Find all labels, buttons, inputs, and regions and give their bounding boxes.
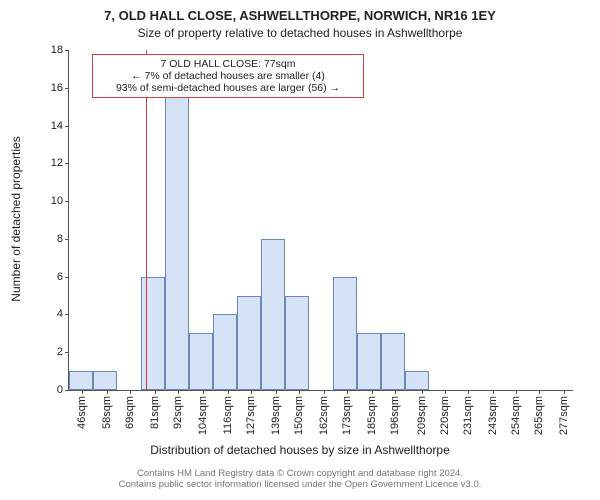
xtick-mark [372, 390, 373, 394]
xtick-label: 139sqm [270, 396, 282, 435]
xtick-mark [228, 390, 229, 394]
xtick-label: 243sqm [487, 396, 499, 435]
xtick-label: 209sqm [416, 396, 428, 435]
chart-subtitle: Size of property relative to detached ho… [0, 26, 600, 40]
callout-line: ← 7% of detached houses are smaller (4) [96, 70, 360, 82]
xtick-mark [107, 390, 108, 394]
ytick-label: 10 [51, 195, 69, 207]
histogram-bar [405, 371, 429, 390]
xtick-label: 196sqm [389, 396, 401, 435]
callout-box: 7 OLD HALL CLOSE: 77sqm← 7% of detached … [92, 54, 364, 98]
xtick-mark [516, 390, 517, 394]
histogram-bar [213, 314, 237, 390]
histogram-bar [357, 333, 381, 390]
ytick-label: 0 [57, 384, 69, 396]
xtick-label: 220sqm [439, 396, 451, 435]
chart-title: 7, OLD HALL CLOSE, ASHWELLTHORPE, NORWIC… [0, 8, 600, 23]
xtick-label: 116sqm [222, 396, 234, 434]
x-axis-label: Distribution of detached houses by size … [0, 443, 600, 457]
ytick-label: 4 [57, 308, 69, 320]
histogram-bar [141, 277, 165, 390]
xtick-label: 254sqm [510, 396, 522, 435]
xtick-label: 127sqm [245, 396, 257, 435]
xtick-mark [347, 390, 348, 394]
callout-line: 93% of semi-detached houses are larger (… [96, 82, 360, 94]
xtick-mark [422, 390, 423, 394]
y-axis-label: Number of detached properties [9, 49, 23, 389]
ytick-label: 6 [57, 271, 69, 283]
chart-container: 7, OLD HALL CLOSE, ASHWELLTHORPE, NORWIC… [0, 0, 600, 500]
ytick-label: 2 [57, 346, 69, 358]
xtick-label: 69sqm [124, 396, 136, 429]
footer-line-2: Contains public sector information licen… [0, 479, 600, 490]
footer-attribution: Contains HM Land Registry data © Crown c… [0, 468, 600, 491]
xtick-mark [564, 390, 565, 394]
plot-area: 02468101214161846sqm58sqm69sqm81sqm92sqm… [68, 50, 573, 391]
xtick-mark [445, 390, 446, 394]
histogram-bar [285, 296, 309, 390]
xtick-mark [203, 390, 204, 394]
xtick-label: 150sqm [293, 396, 305, 435]
xtick-mark [178, 390, 179, 394]
xtick-mark [82, 390, 83, 394]
histogram-bar [69, 371, 93, 390]
histogram-bar [381, 333, 405, 390]
xtick-mark [130, 390, 131, 394]
xtick-mark [155, 390, 156, 394]
ytick-label: 12 [51, 157, 69, 169]
xtick-label: 81sqm [149, 396, 161, 429]
xtick-mark [468, 390, 469, 394]
histogram-bar [189, 333, 213, 390]
footer-line-1: Contains HM Land Registry data © Crown c… [0, 468, 600, 479]
xtick-label: 46sqm [76, 396, 88, 429]
histogram-bar [333, 277, 357, 390]
xtick-label: 265sqm [533, 396, 545, 435]
xtick-mark [276, 390, 277, 394]
xtick-label: 162sqm [318, 396, 330, 435]
histogram-bar [93, 371, 117, 390]
ytick-label: 8 [57, 233, 69, 245]
xtick-label: 231sqm [462, 396, 474, 435]
histogram-bar [237, 296, 261, 390]
xtick-mark [493, 390, 494, 394]
ytick-label: 16 [51, 82, 69, 94]
xtick-mark [251, 390, 252, 394]
callout-line: 7 OLD HALL CLOSE: 77sqm [96, 58, 360, 70]
reference-line [146, 50, 147, 390]
xtick-label: 185sqm [366, 396, 378, 435]
xtick-label: 92sqm [172, 396, 184, 429]
histogram-bar [165, 69, 189, 390]
xtick-mark [395, 390, 396, 394]
xtick-label: 173sqm [341, 396, 353, 435]
xtick-label: 277sqm [558, 396, 570, 435]
xtick-mark [539, 390, 540, 394]
xtick-label: 58sqm [101, 396, 113, 429]
xtick-mark [324, 390, 325, 394]
ytick-label: 18 [51, 44, 69, 56]
histogram-bar [261, 239, 285, 390]
ytick-label: 14 [51, 120, 69, 132]
xtick-label: 104sqm [197, 396, 209, 435]
xtick-mark [299, 390, 300, 394]
